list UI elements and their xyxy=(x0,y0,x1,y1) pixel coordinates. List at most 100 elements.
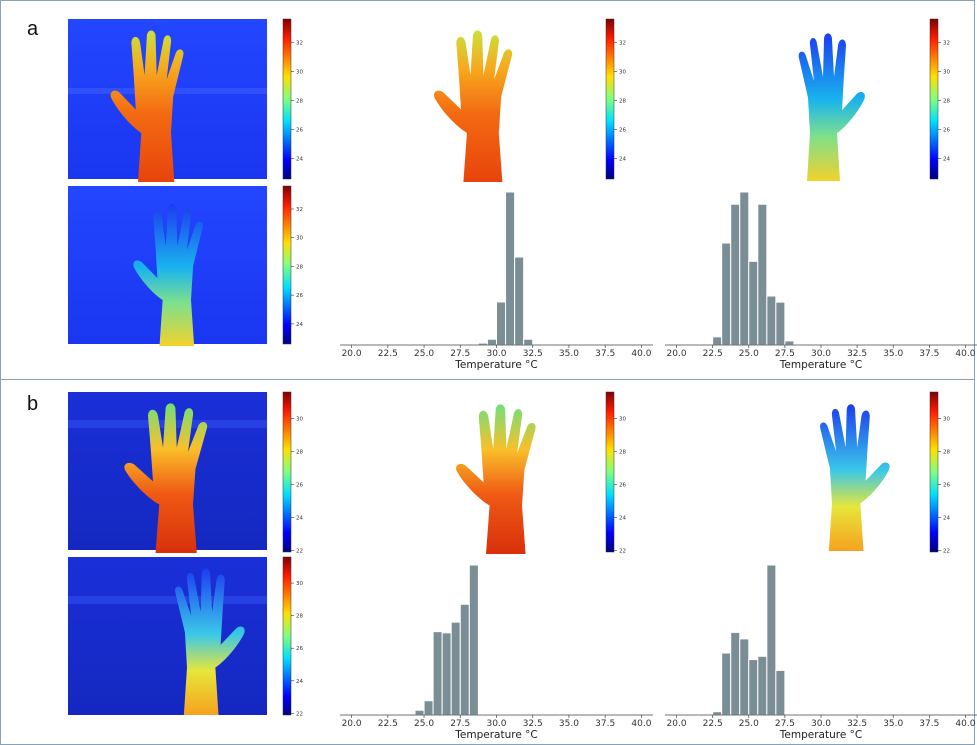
histogram-a-warm-bar xyxy=(505,191,516,346)
colorbar-a-4: 32 30 28 26 24 xyxy=(929,18,950,180)
colorbar-a-2-tick-label: 24 xyxy=(296,322,303,328)
histogram-a-warm-xtick-label: 27.5 xyxy=(450,349,470,359)
histogram-a-cool-xtick-label: 25.0 xyxy=(739,349,759,359)
colorbar-b-2-tick-label: 26 xyxy=(296,646,303,652)
histogram-b-cool-bar xyxy=(730,631,741,716)
histogram-b-warm-xtick-label: 27.5 xyxy=(450,719,470,729)
histogram-a-cool-bar xyxy=(730,203,741,346)
histogram-a-warm-bar xyxy=(514,256,525,346)
colorbar-b-1: 30 28 26 24 22 xyxy=(282,391,303,554)
colorbar-a-4-tick-label: 24 xyxy=(943,157,950,163)
histogram-b-warm-xtick-label: 30.0 xyxy=(486,719,506,729)
colorbar-a-2-tick-label: 26 xyxy=(296,293,303,299)
colorbar-b-2-tick-label: 22 xyxy=(296,711,303,717)
colorbar-b-1-tick-label: 22 xyxy=(296,548,303,554)
colorbar-b-1-tick-label: 28 xyxy=(296,449,303,455)
colorbar-a-2-tick-label: 30 xyxy=(296,236,303,242)
histogram-b-cool-xtick-label: 27.5 xyxy=(775,719,795,729)
colorbar-a-4-tick-label: 26 xyxy=(943,128,950,134)
colorbar-a-1-bar xyxy=(282,18,292,180)
colorbar-b-3-tick-label: 22 xyxy=(619,548,626,554)
histogram-a-cool-bar xyxy=(748,260,759,346)
colorbar-b-3-tick-label: 26 xyxy=(619,482,626,488)
histogram-b-cool-xtick-label: 40.0 xyxy=(955,719,975,729)
histogram-b-cool-bar xyxy=(766,564,777,716)
histogram-a-warm-bar xyxy=(496,301,507,346)
histogram-b-warm-bar xyxy=(459,603,470,716)
colorbar-a-3-tick-label: 32 xyxy=(619,40,626,46)
colorbar-b-4-tick-label: 24 xyxy=(943,515,950,521)
colorbar-b-3: 30 28 26 24 22 xyxy=(605,391,626,554)
histogram-b-warm-bar xyxy=(414,709,425,716)
histogram-b-cool-xtick-label: 30.0 xyxy=(811,719,831,729)
histogram-a-cool-xtick-label: 27.5 xyxy=(775,349,795,359)
histogram-b-cool: 20.0 22.5 25.0 27.5 30.0 32.5 35.0 37.5 40.0 Temp… xyxy=(665,564,977,741)
hand-b-warm-segmented-shape xyxy=(456,404,536,554)
histogram-a-cool: 20.0 22.5 25.0 27.5 30.0 32.5 35.0 37.5 40.0 Temp… xyxy=(665,191,977,371)
colorbar-a-4-tick-label: 28 xyxy=(943,98,950,104)
colorbar-b-2-tick-label: 24 xyxy=(296,679,303,685)
histogram-a-cool-bar xyxy=(775,301,786,346)
hand-b-cool-segmented xyxy=(820,404,890,551)
segmented-area-a-cool xyxy=(660,19,910,179)
histogram-a-cool-xtick-label: 40.0 xyxy=(955,349,975,359)
histogram-a-warm-xtick-label: 22.5 xyxy=(378,349,398,359)
histogram-a-warm-xtick-label: 25.0 xyxy=(414,349,434,359)
histogram-a-cool-bar xyxy=(784,340,795,346)
histogram-a-cool-xtick-label: 22.5 xyxy=(703,349,723,359)
colorbar-a-1: 32 30 28 26 24 xyxy=(282,18,303,180)
hand-a-cool-raw xyxy=(133,204,203,346)
colorbar-a-1-tick-label: 24 xyxy=(296,157,303,163)
colorbar-a-1-tick-label: 30 xyxy=(296,69,303,75)
histogram-b-warm: 20.0 22.5 25.0 27.5 30.0 32.5 35.0 37.5 40.0 Temp… xyxy=(340,564,653,741)
histogram-b-warm-bar xyxy=(432,631,443,716)
hand-b-cool-segmented-shape xyxy=(820,404,890,551)
histogram-b-cool-xlabel: Temperature °C xyxy=(779,729,862,741)
histogram-a-warm-xtick-label: 35.0 xyxy=(559,349,579,359)
colorbar-a-3: 32 30 28 26 24 xyxy=(605,18,626,180)
colorbars: 32 30 28 26 24 32 30 28 26 24 32 30 28 26 24 32 30 28 26 24… xyxy=(282,18,950,717)
colorbar-a-1-tick-label: 26 xyxy=(296,128,303,134)
hand-b-cool-raw-shape xyxy=(175,568,245,715)
panel-b-label: b xyxy=(27,393,39,415)
histogram-b-cool-xtick-label: 37.5 xyxy=(919,719,939,729)
histogram-a-warm-xtick-label: 30.0 xyxy=(486,349,506,359)
colorbar-a-2-tick-label: 28 xyxy=(296,264,303,270)
histogram-b-warm-bar xyxy=(468,564,479,716)
hand-b-warm-segmented xyxy=(456,404,536,554)
colorbar-b-4-tick-label: 22 xyxy=(943,548,950,554)
colorbar-a-3-tick-label: 28 xyxy=(619,98,626,104)
hand-b-cool-raw xyxy=(175,568,245,715)
colorbar-b-2-bar xyxy=(282,556,292,716)
colorbar-a-2-bar xyxy=(282,185,292,345)
histogram-a-warm: 20.0 22.5 25.0 27.5 30.0 32.5 35.0 37.5 40.0 Temp… xyxy=(340,191,653,371)
histogram-b-cool-bar xyxy=(721,652,732,716)
colorbar-b-1-bar xyxy=(282,391,292,553)
hand-b-warm-raw-shape xyxy=(124,403,208,553)
histogram-b-warm-bar xyxy=(450,621,461,716)
colorbar-b-3-tick-label: 24 xyxy=(619,515,626,521)
histogram-b-warm-bar xyxy=(423,700,434,716)
histogram-a-cool-bar xyxy=(721,242,732,346)
panel-a-label: a xyxy=(27,18,39,40)
histogram-a-warm-xtick-label: 32.5 xyxy=(523,349,543,359)
histogram-b-cool-bar xyxy=(748,659,759,716)
histogram-b-cool-xtick-label: 22.5 xyxy=(703,719,723,729)
hand-a-cool-segmented-shape xyxy=(798,33,865,181)
histogram-a-warm-bar xyxy=(523,338,534,346)
hand-a-warm-raw xyxy=(110,30,184,183)
colorbar-b-4-bar xyxy=(929,391,939,553)
colorbar-a-3-bar xyxy=(605,18,615,180)
histogram-b-cool-bar xyxy=(757,655,768,716)
hand-a-warm-raw-shape xyxy=(110,30,184,183)
colorbar-b-2: 30 28 26 24 22 xyxy=(282,556,303,717)
histogram-b-warm-xtick-label: 40.0 xyxy=(631,719,651,729)
hand-a-warm-segmented xyxy=(434,30,513,183)
colorbar-b-3-bar xyxy=(605,391,615,553)
histogram-b-cool-xtick-label: 32.5 xyxy=(847,719,867,729)
colorbar-a-3-tick-label: 30 xyxy=(619,69,626,75)
histogram-a-cool-xtick-label: 30.0 xyxy=(811,349,831,359)
histogram-b-cool-bar xyxy=(775,669,786,716)
